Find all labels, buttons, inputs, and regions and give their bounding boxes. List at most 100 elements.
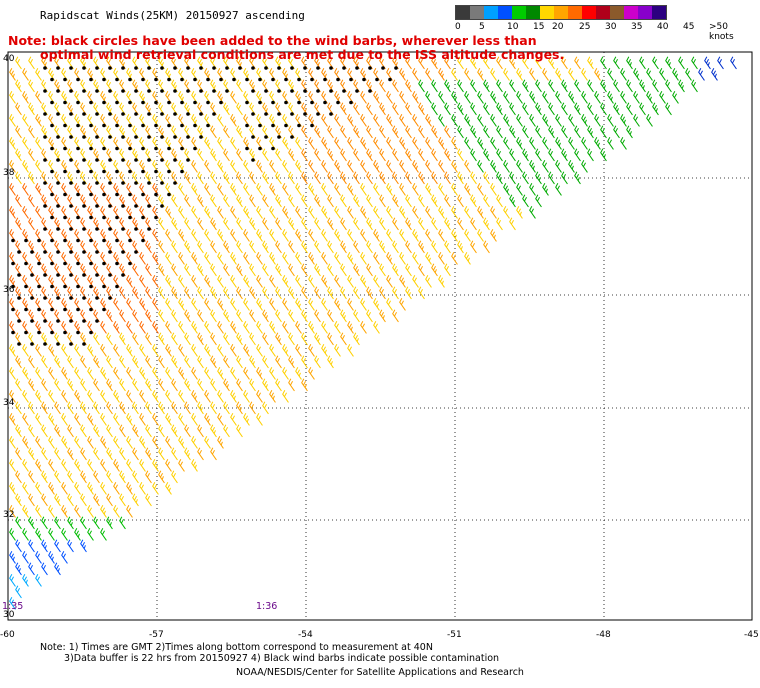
wind-barb <box>48 298 55 311</box>
wind-barb <box>366 56 373 70</box>
wind-barb <box>581 114 588 127</box>
wind-barb <box>204 252 211 265</box>
wind-barb <box>483 102 490 116</box>
contamination-circle <box>128 192 132 197</box>
wind-barb <box>22 321 29 334</box>
wind-barb <box>197 355 204 369</box>
wind-barb <box>80 56 87 70</box>
wind-barb <box>418 240 425 254</box>
wind-barb <box>171 378 178 392</box>
wind-barb <box>61 390 68 403</box>
wind-barb <box>28 309 35 323</box>
wind-barb <box>379 286 386 300</box>
wind-barb <box>35 160 42 173</box>
wind-barb <box>626 56 633 70</box>
wind-barb <box>74 298 81 311</box>
wind-barb <box>360 206 367 219</box>
wind-barb <box>80 102 87 116</box>
wind-barb <box>503 206 510 219</box>
wind-barb <box>288 378 295 392</box>
wind-barb <box>87 459 94 472</box>
contamination-circle <box>43 158 47 162</box>
contamination-circle <box>303 66 307 70</box>
wind-barb <box>243 229 250 242</box>
contamination-circle <box>56 112 60 116</box>
wind-barb <box>366 309 373 323</box>
wind-barb <box>327 263 334 277</box>
wind-barb <box>223 148 230 162</box>
wind-barbs-layer <box>9 56 737 610</box>
wind-barb <box>542 91 549 104</box>
wind-barb <box>236 286 243 300</box>
wind-barb <box>106 332 113 346</box>
wind-barb <box>405 125 412 139</box>
contamination-circle <box>95 296 99 300</box>
wind-barb <box>535 194 542 208</box>
wind-barb <box>74 114 81 127</box>
wind-barb <box>314 309 321 323</box>
legend-label: 35 <box>631 22 643 32</box>
wind-barb <box>496 148 503 162</box>
contamination-circle <box>17 250 21 254</box>
wind-barb <box>9 482 16 495</box>
legend-label: 10 <box>507 22 519 32</box>
wind-barb <box>587 56 594 70</box>
wind-barb <box>54 217 61 231</box>
wind-barb <box>308 114 315 127</box>
wind-barb <box>353 194 360 208</box>
contamination-circle <box>69 66 73 70</box>
wind-barb <box>275 240 282 254</box>
wind-barb <box>100 298 107 311</box>
contamination-circle <box>141 192 145 197</box>
wind-barb <box>275 56 282 70</box>
wind-barb <box>191 114 198 127</box>
contamination-circle <box>56 66 60 70</box>
contamination-circle <box>271 123 275 128</box>
wind-barb <box>15 56 22 70</box>
wind-barb <box>119 470 126 484</box>
wind-barb <box>197 171 204 185</box>
wind-barb <box>48 252 55 265</box>
contamination-circle <box>147 89 151 93</box>
wind-barb <box>184 309 191 323</box>
wind-barb <box>425 252 432 265</box>
wind-barb <box>61 137 68 150</box>
wind-barb <box>197 125 204 139</box>
wind-barb <box>22 206 29 219</box>
wind-barb <box>54 194 61 208</box>
wind-barb <box>249 332 256 346</box>
wind-barb <box>171 355 178 369</box>
wind-barb <box>405 240 412 254</box>
contamination-circle <box>212 66 216 70</box>
wind-barb <box>132 171 139 185</box>
wind-barb <box>230 206 237 219</box>
wind-barb <box>15 263 22 277</box>
legend-swatch <box>470 6 484 19</box>
contamination-circle <box>24 238 28 243</box>
wind-barb <box>67 148 74 162</box>
wind-barb <box>314 125 321 139</box>
wind-barb <box>22 137 29 150</box>
footnote-line-2: 3)Data buffer is 22 hrs from 20150927 4)… <box>64 653 500 664</box>
wind-barb <box>74 68 81 81</box>
wind-barb <box>438 252 445 265</box>
wind-barb <box>87 367 94 380</box>
wind-barb <box>223 102 230 116</box>
wind-barb <box>301 286 308 300</box>
wind-barb <box>457 217 464 231</box>
wind-barb <box>54 286 61 300</box>
wind-barb <box>87 275 94 288</box>
contamination-circle <box>271 146 275 151</box>
contamination-circle <box>121 227 125 231</box>
wind-barb <box>249 79 256 93</box>
contamination-circle <box>134 112 138 116</box>
wind-barb <box>106 309 113 323</box>
wind-barb <box>366 125 373 139</box>
wind-barb <box>197 263 204 277</box>
contamination-circle <box>82 319 86 323</box>
wind-barb <box>106 447 113 461</box>
wind-barb <box>275 171 282 185</box>
wind-barb <box>184 286 191 300</box>
wind-barb <box>347 114 354 127</box>
wind-barb <box>470 171 477 185</box>
